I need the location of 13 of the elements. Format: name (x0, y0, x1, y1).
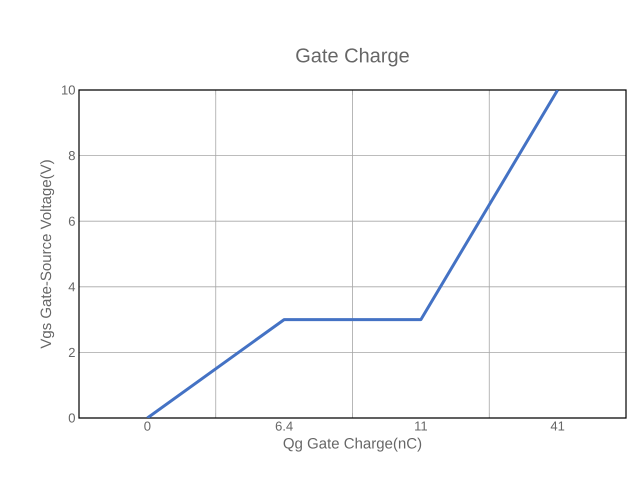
y-tick-label: 8 (68, 150, 75, 160)
chart-title: Gate Charge (296, 48, 409, 66)
y-axis-title: Vgs Gate-Source Voltage(V) (40, 160, 54, 349)
x-axis-title: Qg Gate Charge(nC) (284, 438, 422, 452)
x-tick-label: 41 (550, 422, 564, 430)
x-tick-label: 0 (144, 422, 150, 431)
y-tick-label: 10 (62, 85, 75, 95)
y-tick-label: 4 (68, 282, 76, 292)
x-tick-label: 11 (415, 422, 427, 430)
y-tick-label: 6 (68, 216, 75, 226)
y-tick-label: 0 (68, 413, 75, 423)
x-tick-label: 6.4 (276, 422, 293, 431)
y-tick-label: 2 (68, 348, 75, 357)
